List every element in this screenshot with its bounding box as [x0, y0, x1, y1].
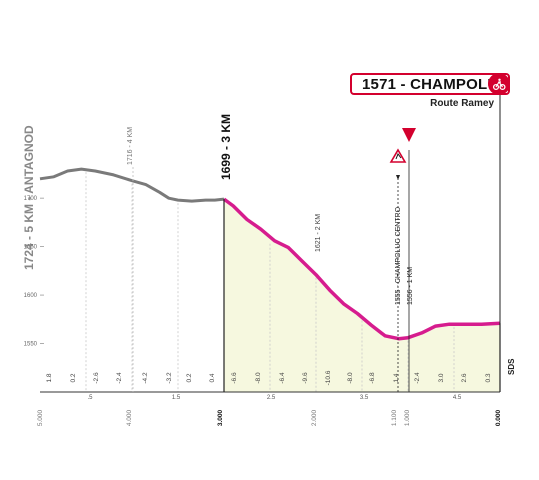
gradient-label: -10.6: [325, 370, 332, 385]
gradient-label: -9.6: [302, 372, 309, 384]
x-tick-label: 1.5: [172, 395, 181, 401]
gradient-label: 0.2: [186, 373, 193, 382]
gradient-label: -3.2: [166, 372, 173, 384]
x-tick-label: 4.000: [126, 409, 133, 426]
last-km-triangle-icon: [402, 128, 416, 142]
gradient-label: -8.0: [347, 372, 354, 384]
gradient-label: 0.3: [485, 373, 492, 382]
finish-label: 1571 - CHAMPOLUC: [362, 76, 510, 93]
annotation-centro: 1555 - CHAMPOLUC CENTRO: [395, 206, 402, 305]
x-tick-label: 3.5: [360, 395, 369, 401]
gradient-label: -6.6: [231, 372, 238, 384]
x-tick-label: 4.5: [453, 395, 462, 401]
x-tick-label: 5.000: [37, 409, 44, 426]
annotation-2km: 1621 - 2 KM: [315, 214, 322, 252]
gradient-label: -2.6: [93, 372, 100, 384]
finish-flag-icon: [488, 73, 510, 95]
gradient-label: -2.4: [116, 372, 123, 384]
y-tick-label: 1650: [24, 245, 38, 251]
gradient-label: 1.8: [46, 373, 53, 382]
gradient-label: 0.4: [209, 373, 216, 382]
annotation-4km: 1716 - 4 KM: [127, 127, 134, 165]
x-tick-label: 2.5: [267, 395, 276, 401]
profile-line-grey: [39, 167, 225, 203]
gradient-label: -6.8: [369, 372, 376, 384]
gradient-label: 2.6: [461, 373, 468, 382]
y-tick-label: 1600: [24, 293, 38, 299]
warning-sign-glyph: [395, 152, 402, 160]
annotation-start: 1724 - 5 KM - ANTAGNOD: [22, 125, 36, 270]
profile-line-highlight: [222, 197, 501, 341]
centro-arrow-icon: [396, 175, 400, 180]
warning-sign-icon: [389, 148, 407, 163]
annotation-1km: 1556 - 1 KM: [407, 267, 414, 305]
x-tick-label: 1.000: [404, 409, 411, 426]
x-tick-label: 3.000: [217, 409, 224, 426]
gradient-label: -8.0: [255, 372, 262, 384]
y-tick-label: 1700: [24, 196, 38, 202]
finish-label-box: 1571 - CHAMPOLUC: [350, 73, 510, 95]
y-tick-label: 1550: [24, 342, 38, 348]
gradient-label: -6.4: [279, 372, 286, 384]
gradient-label: -2.4: [414, 372, 421, 384]
gradient-label: -4.2: [142, 372, 149, 384]
highlight-area-fill: [224, 199, 500, 392]
x-tick-label: .5: [87, 395, 93, 401]
gradient-label: 3.0: [438, 373, 445, 382]
finish-subtitle: Route Ramey: [430, 98, 494, 109]
annotation-3km: 1699 - 3 KM: [219, 114, 233, 180]
x-tick-label: 2.000: [311, 409, 318, 426]
sponsor-mark: SDS: [507, 358, 516, 375]
gradient-label: 1.4: [393, 373, 400, 382]
x-tick-label: 0.000: [495, 409, 502, 426]
gradient-label: 0.2: [70, 373, 77, 382]
x-tick-label: 1.100: [391, 409, 398, 426]
